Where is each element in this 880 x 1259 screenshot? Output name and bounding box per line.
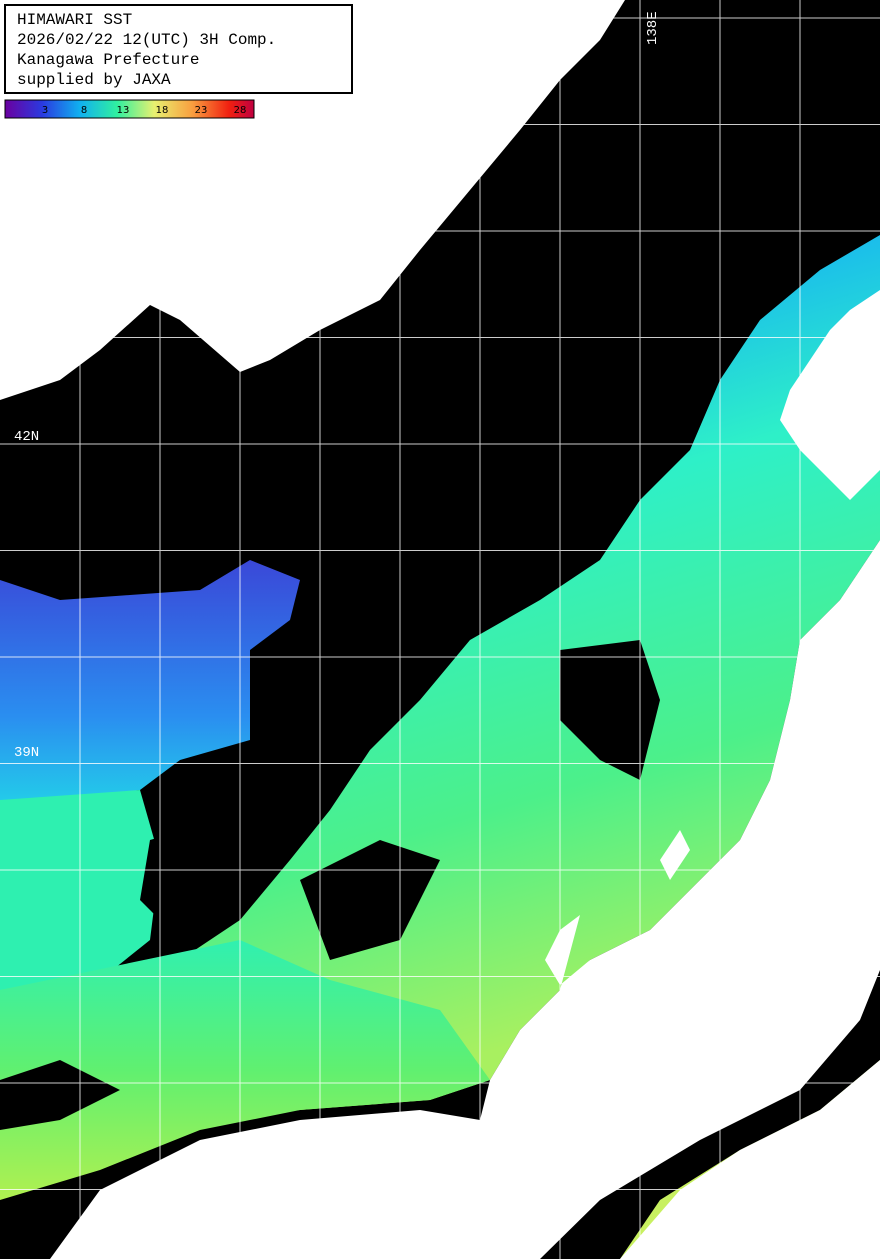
lat-label: 42N	[14, 429, 39, 445]
sst-field-east	[0, 235, 880, 1120]
lat-label: 39N	[14, 745, 39, 761]
lon-label: 138E	[645, 11, 661, 45]
color-bar-ticks: 3 8 13 18 23 28	[42, 105, 247, 116]
sst-field-west	[0, 560, 300, 820]
color-bar-label: 3	[42, 105, 48, 116]
sst-field-south	[0, 940, 490, 1200]
no-data-area	[0, 640, 660, 1130]
header-line: HIMAWARI SST	[17, 11, 132, 29]
header-line: Kanagawa Prefecture	[17, 51, 199, 69]
color-bar-label: 18	[156, 105, 169, 116]
color-bar-label: 23	[195, 105, 208, 116]
header-line: 2026/02/22 12(UTC) 3H Comp.	[17, 31, 276, 49]
header-line: supplied by JAXA	[17, 71, 171, 89]
land-sado	[660, 830, 690, 880]
color-bar-label: 28	[234, 105, 247, 116]
color-bar	[4, 99, 255, 119]
color-bar-label: 8	[81, 105, 87, 116]
land-honshu	[50, 540, 880, 1259]
header-box	[4, 4, 353, 94]
color-bar-label: 13	[117, 105, 130, 116]
land-hokkaido	[780, 290, 880, 500]
